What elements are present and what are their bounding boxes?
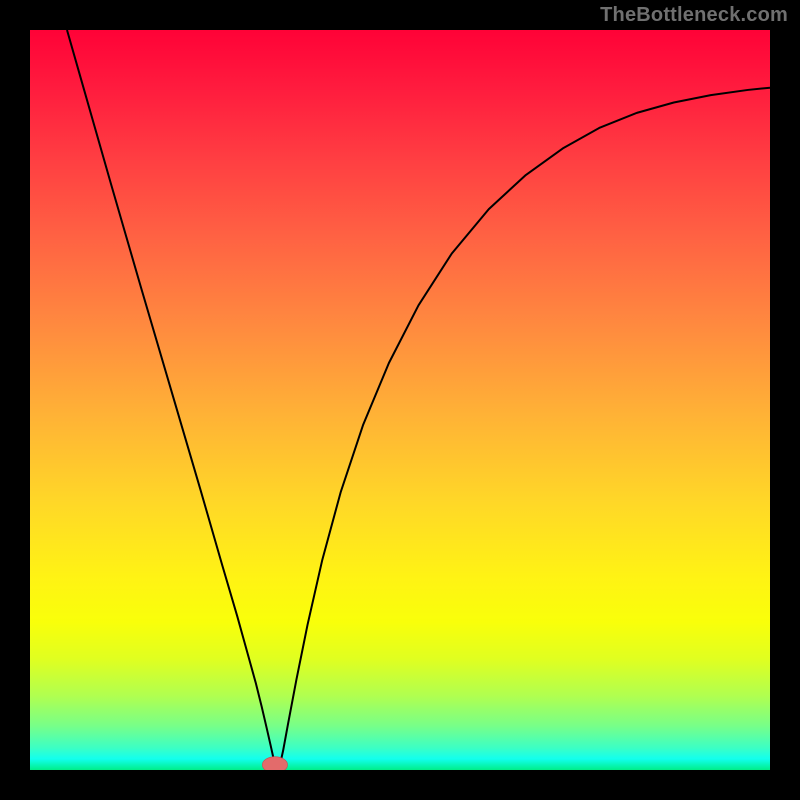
chart-background-gradient (30, 30, 770, 770)
chart-plot-area (30, 30, 770, 770)
watermark-text: TheBottleneck.com (600, 4, 788, 27)
marker-dot (262, 757, 287, 770)
